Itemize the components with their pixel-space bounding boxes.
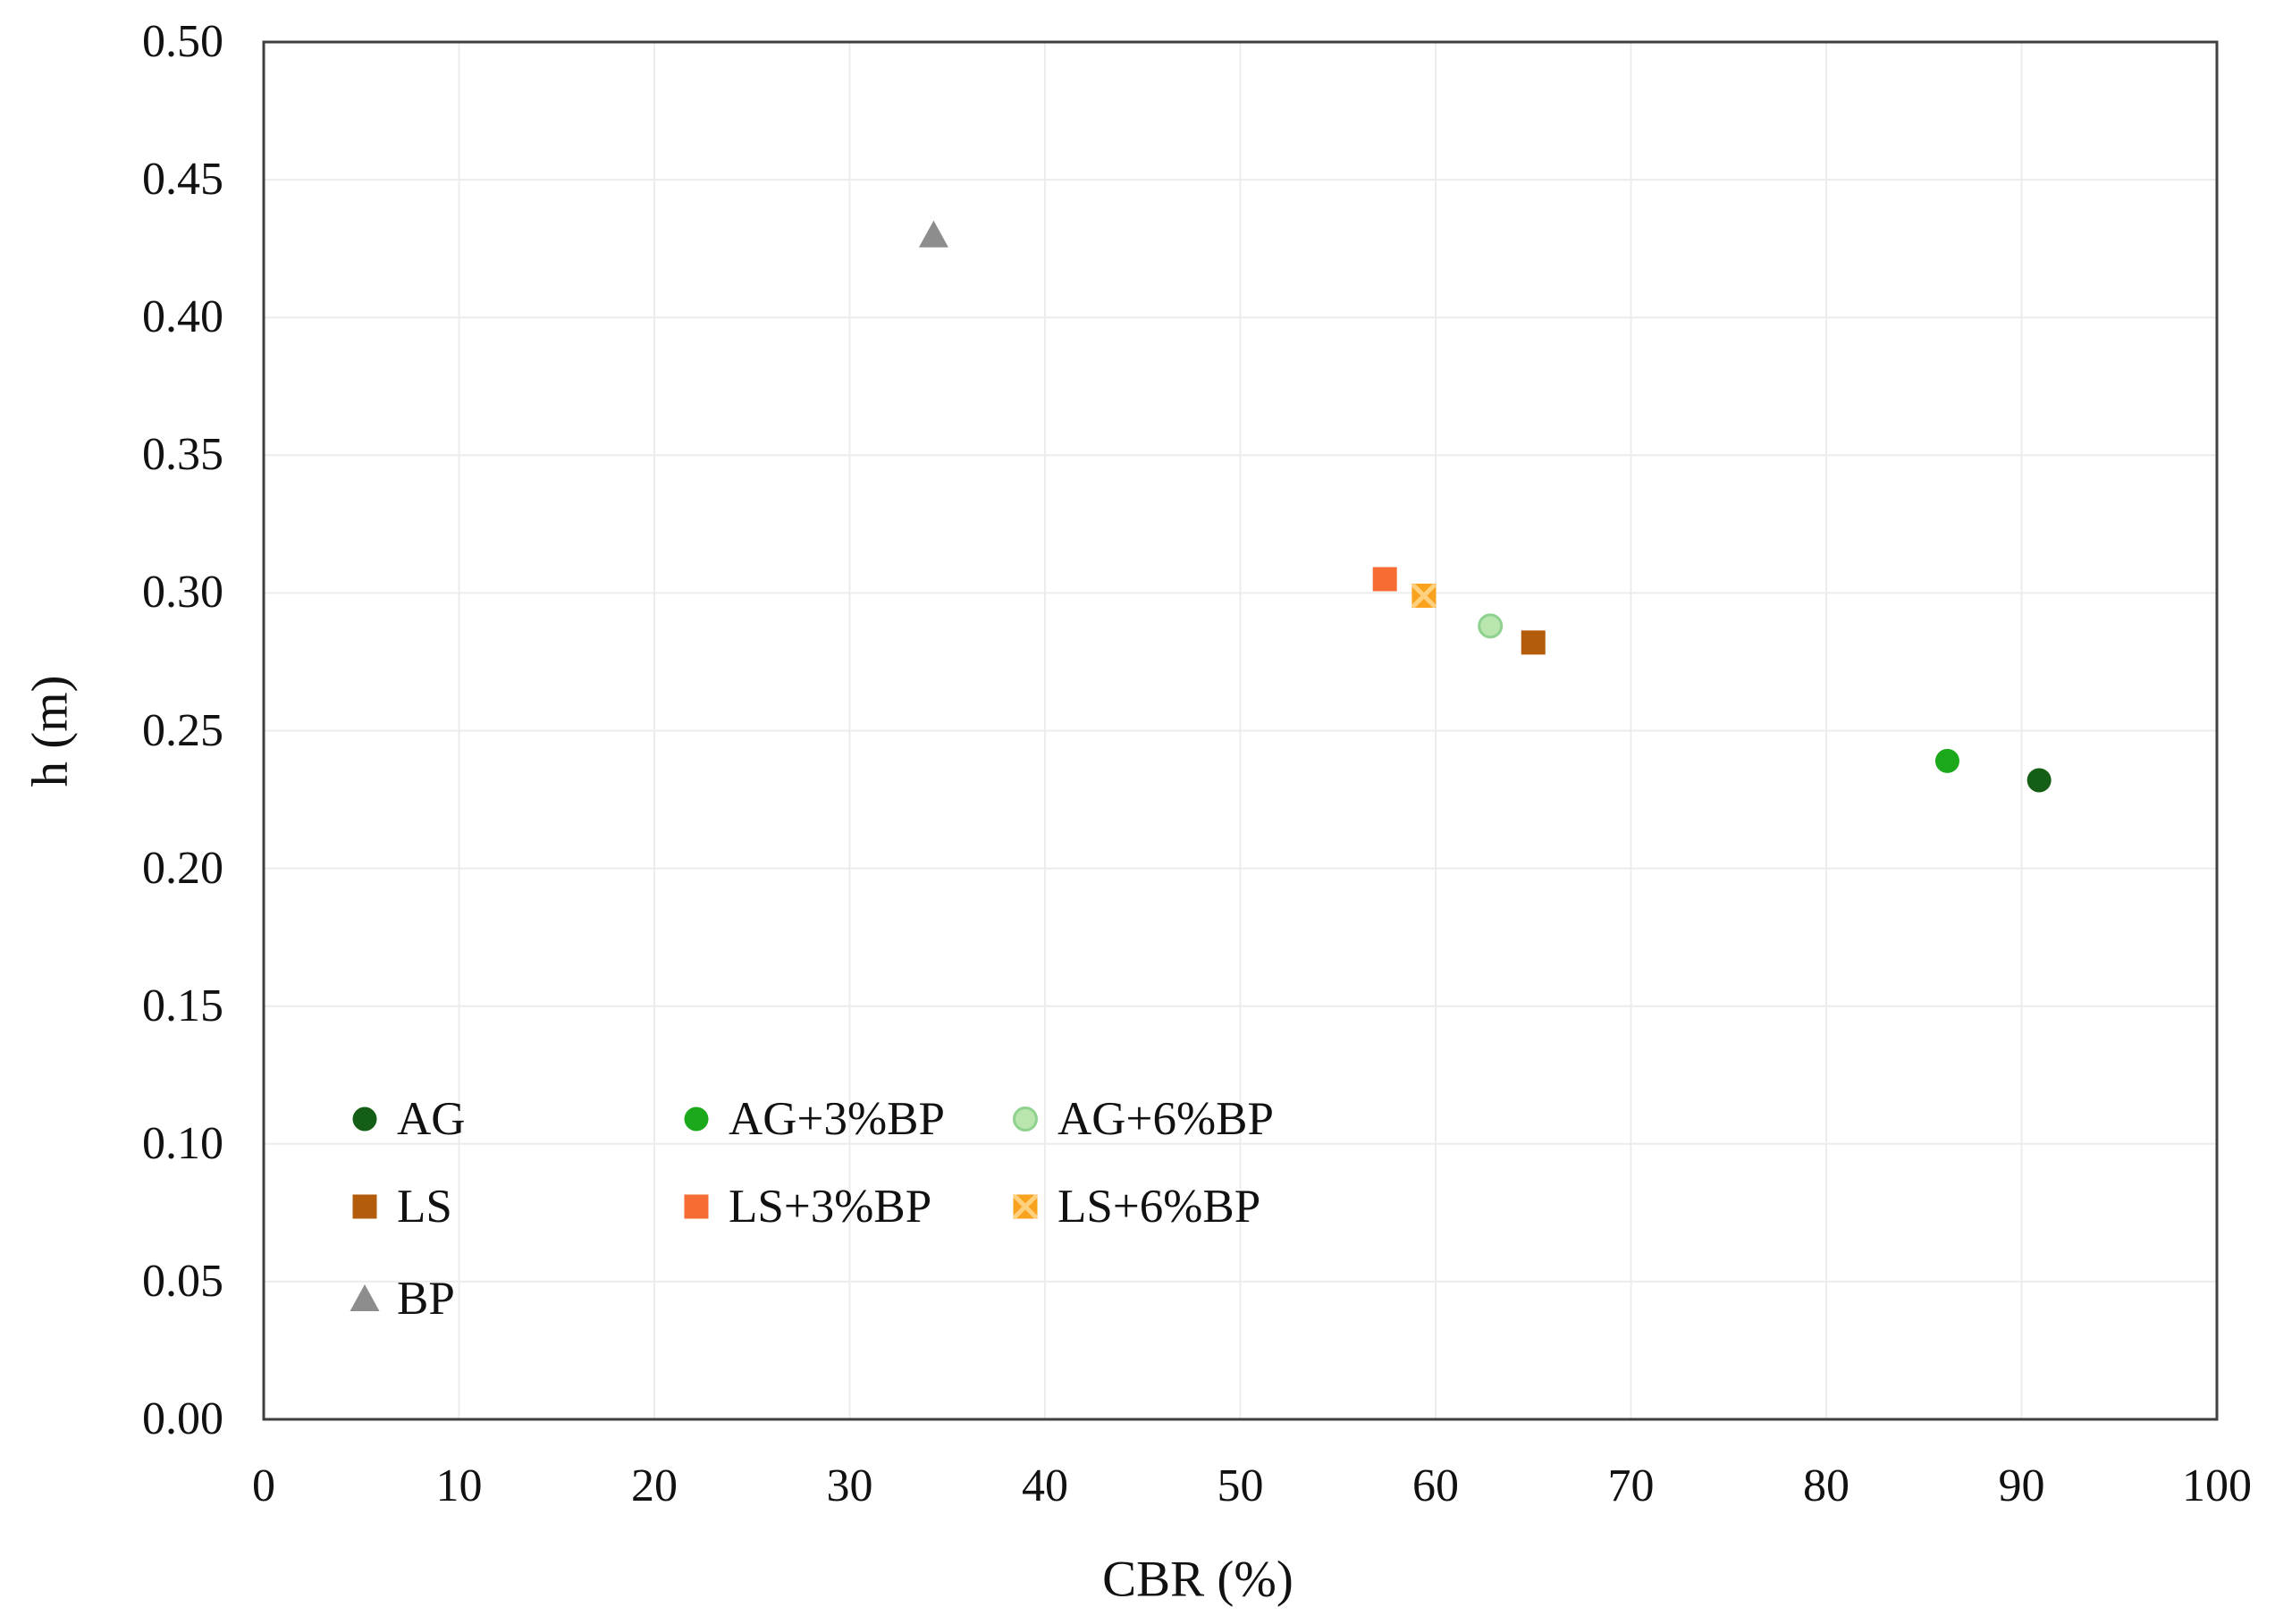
- x-tick-label: 70: [1607, 1460, 1655, 1511]
- y-tick-label: 0.20: [142, 842, 223, 894]
- x-tick-label: 80: [1803, 1460, 1849, 1511]
- x-tick-label: 10: [435, 1460, 483, 1511]
- legend-label: LS: [397, 1180, 452, 1233]
- y-tick-label: 0.35: [142, 429, 223, 481]
- x-tick-label: 90: [1998, 1460, 2045, 1511]
- legend-item-bp: BP: [349, 1274, 455, 1324]
- y-tick-label: 0.25: [142, 704, 223, 756]
- legend-marker-square-icon: [352, 1194, 377, 1219]
- y-tick-label: 0.30: [142, 567, 223, 618]
- data-point-bp: [918, 220, 948, 248]
- data-point-ag-6-bp: [1478, 613, 1504, 639]
- legend-label: AG: [397, 1092, 466, 1145]
- data-point-ag-3-bp: [1934, 748, 1959, 773]
- data-point-ag: [2026, 768, 2052, 793]
- x-axis-title: CBR (%): [1102, 1551, 1293, 1608]
- data-point-ls: [1521, 630, 1546, 655]
- legend-item-ls: LS: [349, 1182, 452, 1232]
- x-tick-label: 50: [1217, 1460, 1264, 1511]
- plot-border: [262, 40, 2219, 1421]
- y-tick-label: 0.15: [142, 980, 223, 1031]
- y-tick-label: 0.10: [142, 1117, 223, 1169]
- x-tick-label: 0: [252, 1460, 275, 1511]
- legend-item-ls-3-bp: LS+3%BP: [680, 1182, 931, 1232]
- legend-marker-circle-icon: [352, 1107, 377, 1132]
- legend-label: BP: [397, 1272, 455, 1325]
- y-tick-label: 0.00: [142, 1393, 223, 1444]
- legend-item-ag: AG: [349, 1094, 466, 1144]
- legend-label: LS+3%BP: [729, 1180, 932, 1233]
- legend-label: AG+3%BP: [729, 1092, 945, 1145]
- legend-marker-triangle-icon: [350, 1284, 380, 1311]
- legend-marker-circle-outline-icon: [1013, 1107, 1038, 1132]
- legend-marker-circle-icon: [684, 1107, 709, 1132]
- x-tick-label: 60: [1412, 1460, 1459, 1511]
- x-tick-label: 40: [1022, 1460, 1068, 1511]
- data-point-ls-6-bp: [1411, 583, 1437, 608]
- y-axis-title: h (m): [21, 675, 79, 787]
- legend-marker-square-x-icon: [1013, 1194, 1038, 1219]
- y-tick-label: 0.50: [142, 16, 223, 67]
- x-tick-label: 100: [2182, 1460, 2252, 1511]
- legend-item-ag-6-bp: AG+6%BP: [1009, 1094, 1274, 1144]
- legend-label: LS+6%BP: [1057, 1180, 1261, 1233]
- legend-label: AG+6%BP: [1057, 1092, 1274, 1145]
- y-tick-label: 0.45: [142, 154, 223, 206]
- y-tick-label: 0.05: [142, 1255, 223, 1307]
- legend-item-ag-3-bp: AG+3%BP: [680, 1094, 945, 1144]
- data-point-ls-3-bp: [1372, 567, 1397, 592]
- legend-marker-square-icon: [684, 1194, 709, 1219]
- x-tick-label: 30: [826, 1460, 873, 1511]
- legend-item-ls-6-bp: LS+6%BP: [1009, 1182, 1260, 1232]
- x-tick-label: 20: [631, 1460, 678, 1511]
- y-tick-label: 0.40: [142, 291, 223, 343]
